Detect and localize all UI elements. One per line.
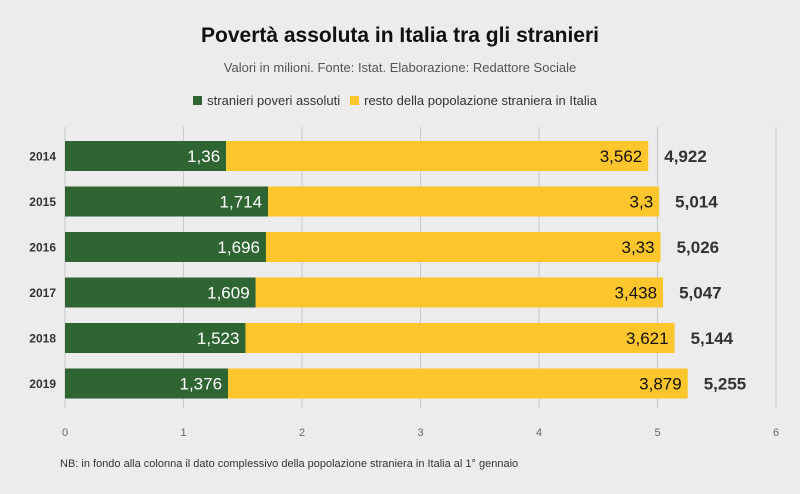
legend-label-poor: stranieri poveri assoluti: [207, 93, 341, 108]
data-label-rest: 3,438: [615, 284, 658, 303]
legend-swatch-poor: [193, 96, 203, 105]
total-label: 5,026: [677, 238, 720, 257]
data-label-poor: 1,609: [207, 284, 250, 303]
bar-rest: [265, 232, 661, 262]
bar-rest: [226, 141, 649, 171]
data-label-rest: 3,3: [630, 193, 654, 212]
bar-rest: [228, 368, 688, 399]
total-label: 4,922: [664, 147, 707, 166]
bar-poor: [65, 141, 227, 171]
x-tick-label: 6: [773, 427, 779, 439]
data-label-rest: 3,621: [626, 329, 669, 348]
y-tick-label: 2014: [29, 150, 56, 164]
chart-footnote: NB: in fondo alla colonna il dato comple…: [60, 458, 519, 470]
bar-rest: [245, 323, 675, 353]
data-label-poor: 1,714: [220, 193, 263, 212]
x-tick-label: 1: [180, 427, 186, 439]
data-label-poor: 1,696: [217, 238, 260, 257]
x-tick-label: 4: [536, 427, 542, 439]
x-tick-label: 5: [654, 427, 660, 439]
data-label-poor: 1,376: [180, 375, 223, 394]
bar-poor: [65, 368, 229, 399]
data-label-poor: 1,36: [187, 147, 220, 166]
y-tick-label: 2015: [29, 195, 56, 209]
total-label: 5,144: [691, 329, 734, 348]
bar-poor: [65, 186, 269, 217]
legend-label-rest: resto della popolazione straniera in Ita…: [364, 93, 597, 108]
legend-item-poor: stranieri poveri assoluti: [193, 93, 340, 108]
y-tick-label: 2016: [29, 241, 56, 255]
x-tick-label: 2: [299, 427, 305, 439]
legend-item-rest: resto della popolazione straniera in Ita…: [350, 93, 597, 108]
data-label-rest: 3,33: [621, 238, 654, 257]
chart-legend: stranieri poveri assoluti resto della po…: [0, 93, 800, 108]
bar-rest: [255, 277, 664, 308]
chart-subtitle: Valori in milioni. Fonte: Istat. Elabora…: [223, 60, 577, 75]
bar-poor: [65, 277, 256, 308]
data-label-rest: 3,562: [600, 147, 643, 166]
bar-poor: [65, 323, 246, 353]
x-tick-label: 3: [417, 427, 423, 439]
y-tick-label: 2018: [29, 332, 56, 346]
y-tick-label: 2019: [29, 377, 56, 391]
total-label: 5,047: [679, 284, 722, 303]
data-label-rest: 3,879: [639, 375, 682, 394]
total-label: 5,014: [675, 193, 718, 212]
bar-rest: [268, 186, 660, 217]
data-label-poor: 1,523: [197, 329, 240, 348]
total-label: 5,255: [704, 375, 747, 394]
legend-swatch-rest: [350, 96, 360, 105]
bar-poor: [65, 232, 266, 262]
x-tick-label: 0: [62, 427, 68, 439]
chart-title: Povertà assoluta in Italia tra gli stran…: [201, 24, 599, 47]
y-tick-label: 2017: [29, 286, 56, 300]
